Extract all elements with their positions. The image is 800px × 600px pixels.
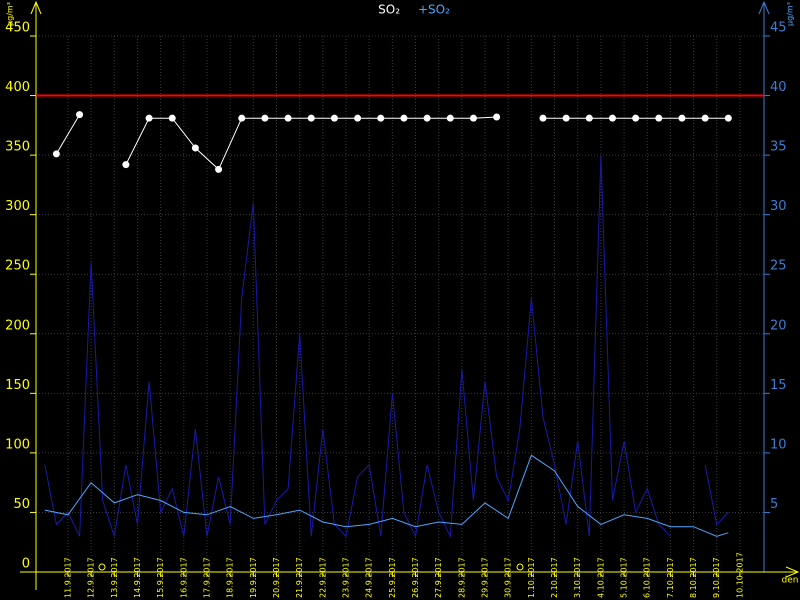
point [400, 114, 408, 122]
point [562, 114, 570, 122]
point [354, 114, 362, 122]
x-tick-label: 17.9.2017 [202, 557, 211, 598]
series-line [44, 454, 729, 537]
y2-unit: µg/m³ [786, 2, 795, 26]
x-tick-label: 11.9.2017 [63, 557, 72, 598]
y2-tick-label: 15 [770, 378, 787, 393]
gap-marker [516, 563, 524, 571]
y-tick-label: 200 [5, 318, 30, 333]
x-tick-label: 12.9.2017 [87, 557, 96, 598]
series-line [55, 114, 81, 155]
x-tick-label: 24.9.2017 [365, 557, 374, 598]
x-tick-label: 21.9.2017 [295, 557, 304, 598]
point [122, 161, 130, 169]
x-axis-arrow [785, 566, 800, 578]
y-tick-label: 450 [5, 21, 30, 36]
point [655, 114, 663, 122]
x-tick-label: 14.9.2017 [133, 557, 142, 598]
x-tick-label: 26.9.2017 [411, 557, 420, 598]
chart-title: SO₂ [378, 3, 400, 17]
y-axis-arrow [30, 0, 42, 15]
x-tick-label: 28.9.2017 [457, 557, 466, 598]
x-axis-label: den [782, 576, 799, 586]
y2-tick-label: 35 [770, 140, 787, 155]
y2-tick-label: 25 [770, 259, 787, 274]
x-tick-label: 13.9.2017 [110, 557, 119, 598]
y2-tick-label: 10 [770, 437, 787, 452]
point [632, 114, 640, 122]
y2-tick-label: 20 [770, 318, 787, 333]
y-tick-label: 100 [5, 437, 30, 452]
y2-tick-label: 5 [770, 497, 778, 512]
point [469, 114, 477, 122]
y-tick-label: 50 [13, 497, 30, 512]
x-tick-label: 2.10.2017 [550, 557, 559, 598]
point [238, 114, 246, 122]
point [423, 114, 431, 122]
x-tick-label: 25.9.2017 [388, 557, 397, 598]
x-tick-label: 15.9.2017 [156, 557, 165, 598]
x-tick-label: 8.10.2017 [689, 557, 698, 598]
series-line [125, 116, 497, 171]
point [215, 165, 223, 173]
point [52, 150, 60, 158]
point [145, 114, 153, 122]
x-tick-label: 20.9.2017 [272, 557, 281, 598]
point [168, 114, 176, 122]
x-tick-label: 16.9.2017 [179, 557, 188, 598]
y-tick-label: 300 [5, 199, 30, 214]
x-tick-label: 18.9.2017 [226, 557, 235, 598]
y-tick-label: 350 [5, 140, 30, 155]
x-tick-label: 22.9.2017 [318, 557, 327, 598]
gap-marker [98, 563, 106, 571]
x-tick-label: 19.9.2017 [249, 557, 258, 598]
point [191, 144, 199, 152]
x-tick-label: 4.10.2017 [596, 557, 605, 598]
x-tick-label: 27.9.2017 [434, 557, 443, 598]
x-tick-label: 9.10.2017 [712, 557, 721, 598]
point [377, 114, 385, 122]
point [585, 114, 593, 122]
point [493, 113, 501, 121]
y2-tick-label: 30 [770, 199, 787, 214]
point [307, 114, 315, 122]
x-tick-label: 29.9.2017 [481, 557, 490, 598]
point [678, 114, 686, 122]
y-tick-label: 0 [22, 557, 30, 572]
grid [36, 35, 764, 573]
x-tick-label: 7.10.2017 [666, 557, 675, 598]
point [539, 114, 547, 122]
point [284, 114, 292, 122]
x-tick-label: 30.9.2017 [504, 557, 513, 598]
y2-axis-arrow [758, 0, 770, 15]
x-tick-label: 5.10.2017 [620, 557, 629, 598]
point [330, 114, 338, 122]
point [701, 114, 709, 122]
point [608, 114, 616, 122]
x-tick-label: 3.10.2017 [573, 557, 582, 598]
x-tick-label: 10.10.2017 [735, 552, 744, 598]
point [724, 114, 732, 122]
series-line [704, 464, 729, 526]
x-tick-label: 23.9.2017 [342, 557, 351, 598]
x-tick-label: 6.10.2017 [643, 557, 652, 598]
chart-subtitle: +SO₂ [418, 3, 450, 17]
y2-tick-label: 40 [770, 80, 787, 95]
y-tick-label: 250 [5, 259, 30, 274]
point [261, 114, 269, 122]
x-tick-label: 1.10.2017 [527, 557, 536, 598]
y-tick-label: 150 [5, 378, 30, 393]
series-line [44, 155, 671, 539]
y-unit: µg/m³ [6, 2, 15, 26]
y2-tick-label: 45 [770, 21, 787, 36]
point [446, 114, 454, 122]
y-tick-label: 400 [5, 80, 30, 95]
point [76, 111, 84, 119]
